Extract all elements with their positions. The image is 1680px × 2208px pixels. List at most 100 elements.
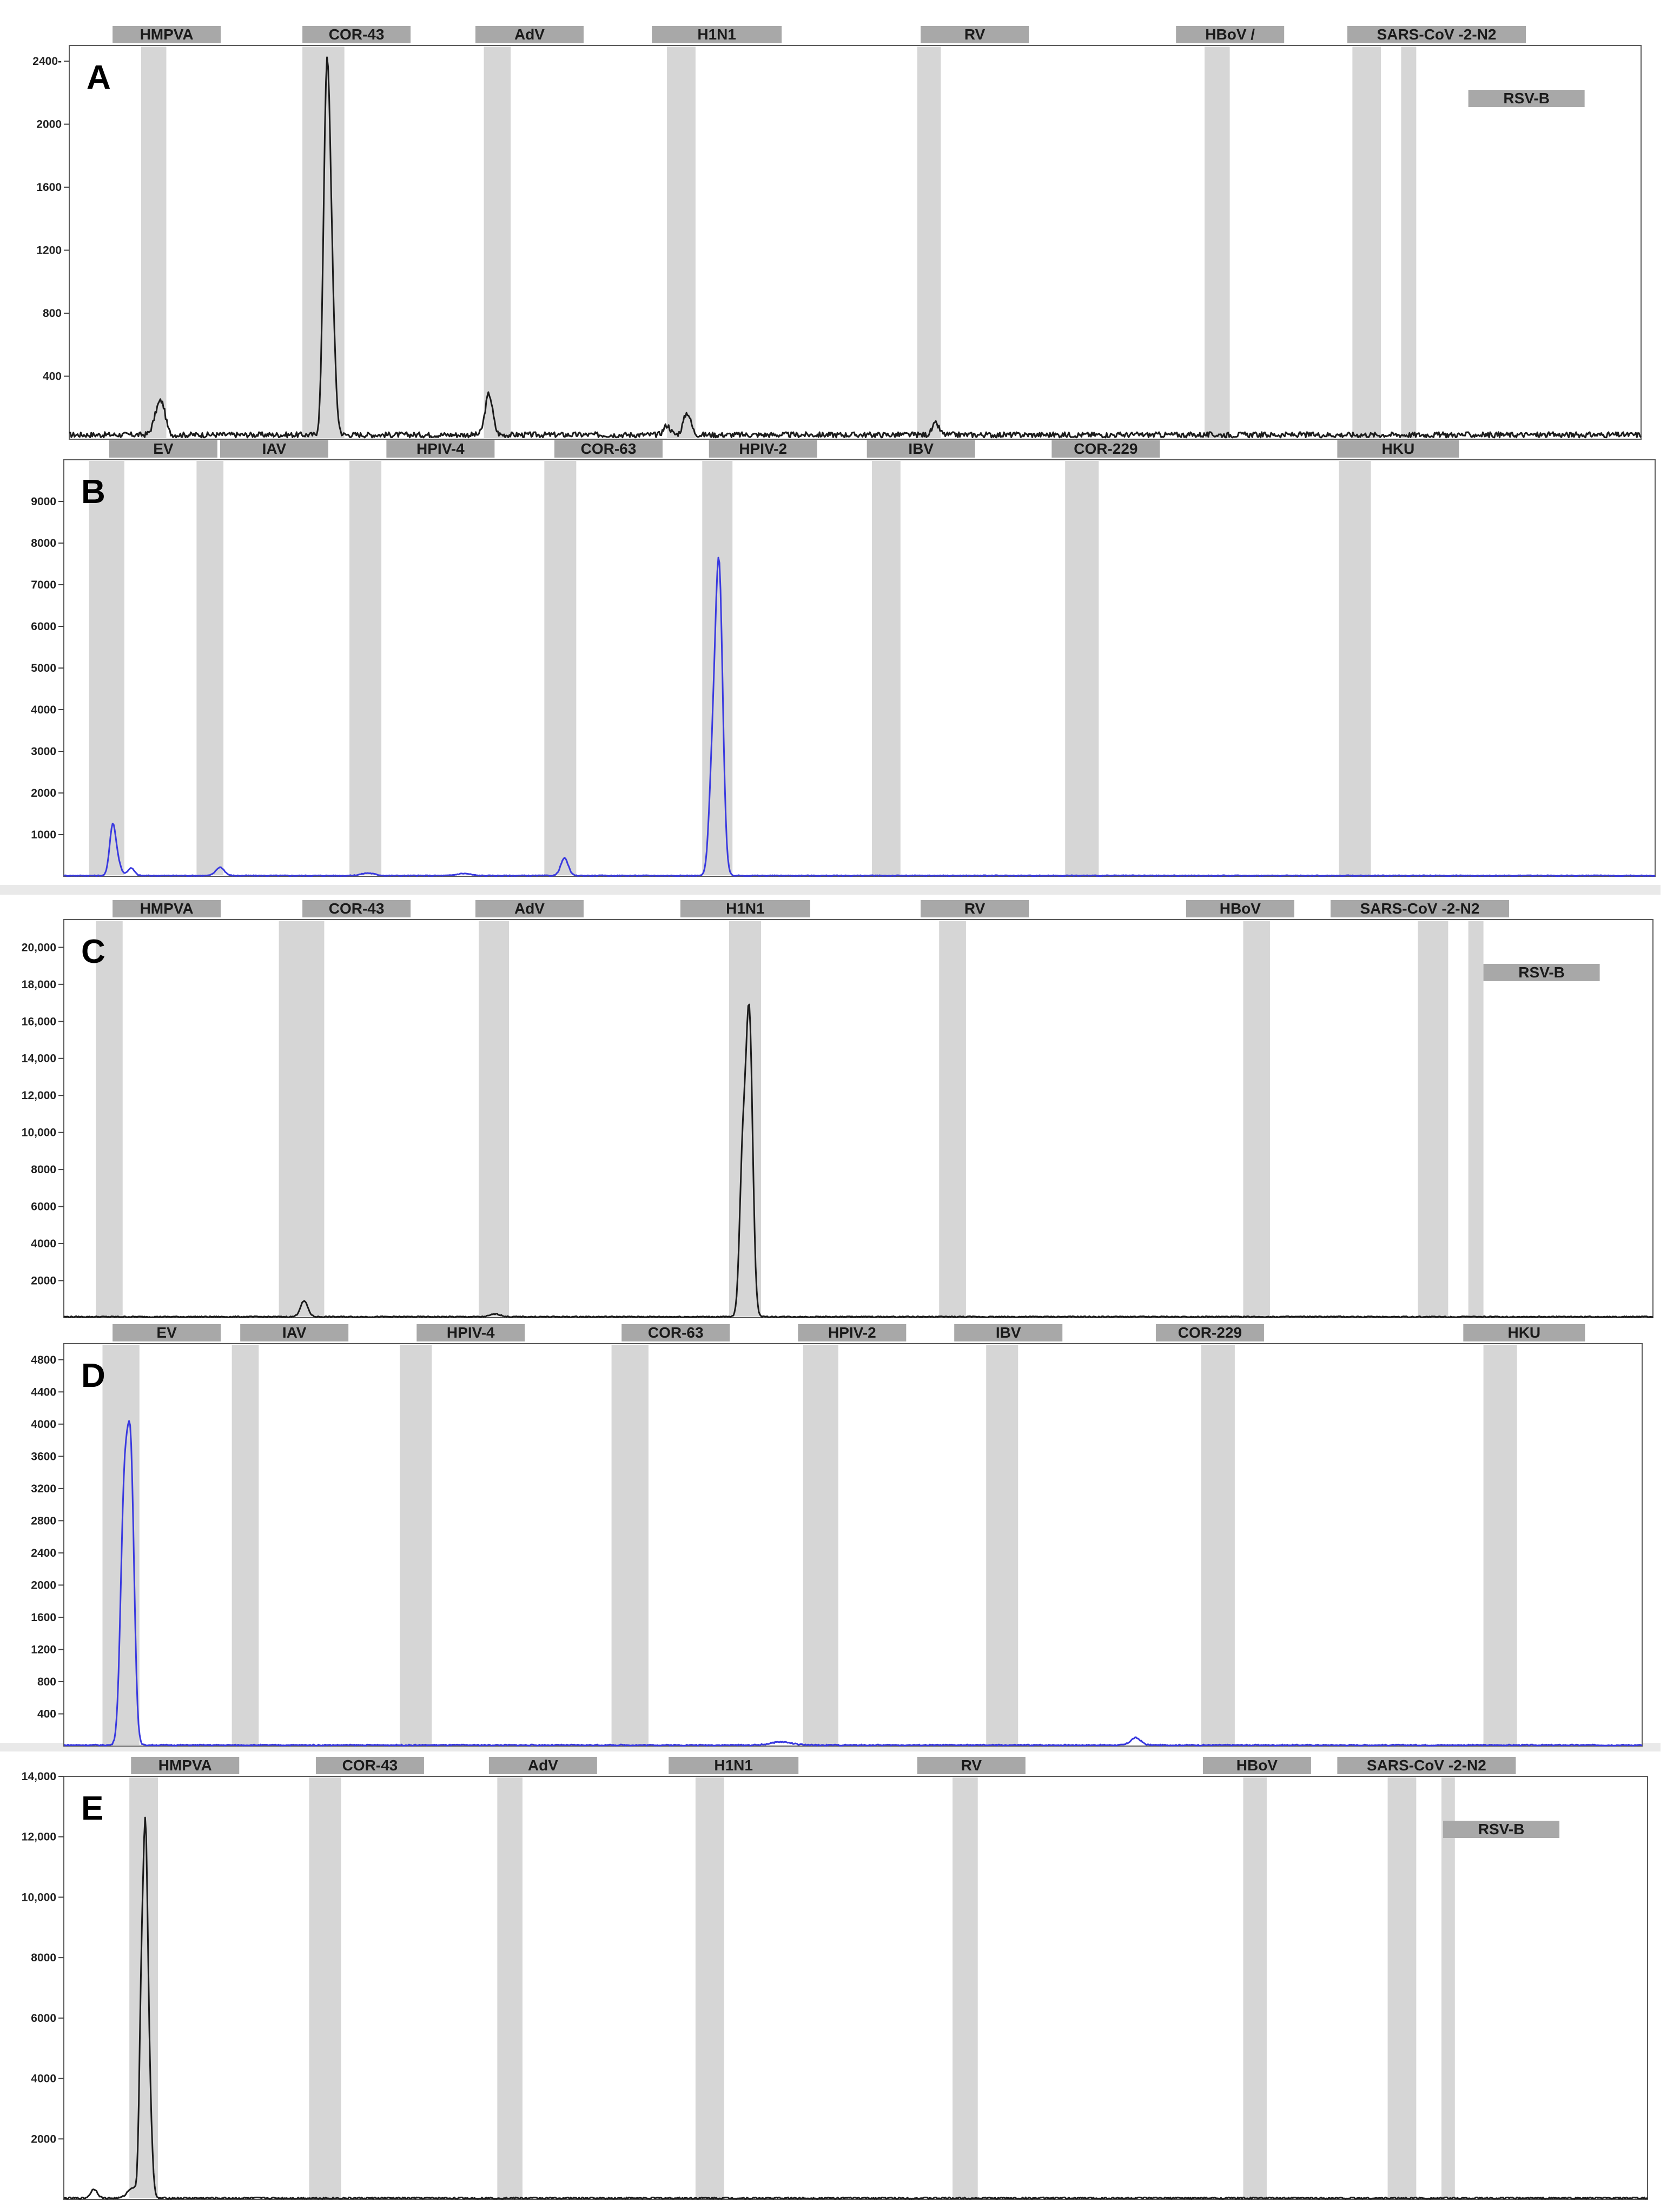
bin-label-box <box>621 1324 730 1341</box>
bin-label-adv: AdV <box>488 1757 597 1774</box>
trace-line <box>69 56 1642 439</box>
panel-d: EV IAV HPIV-4 COR-63 HPIV-2 IBV COR-229 HKU 400 8… <box>31 1324 1643 1747</box>
bin-sars-cov-2-n2 <box>1418 921 1448 1317</box>
bin-label-box <box>917 1757 1026 1774</box>
bin-cor-63 <box>611 1345 649 1745</box>
bin-label-sars-cov-2-n2: SARS-CoV -2-N2 <box>1337 1757 1516 1774</box>
panel-e: HMPVA COR-43 AdV H1N1 RV HBoV SARS-CoV -2-N2 RS… <box>22 1757 1648 2200</box>
bin-label-box <box>113 1324 221 1341</box>
bin-label-box <box>302 26 411 43</box>
bin-label-text: HBoV / <box>1205 26 1255 43</box>
bin-label-box <box>652 26 782 43</box>
bin-label-hku: HKU <box>1337 440 1459 458</box>
ytick-label: 1000 <box>31 829 56 841</box>
ytick-label: 6000 <box>31 1201 56 1213</box>
bin-label-box <box>1483 964 1600 981</box>
bin-label-box <box>1330 900 1509 917</box>
bin-hpiv-4 <box>349 461 382 875</box>
ytick-label: 4000 <box>31 704 56 716</box>
panel-letter: E <box>81 1790 103 1827</box>
bin-label-cor-63: COR-63 <box>554 440 663 458</box>
ytick-label: 400 <box>37 1708 56 1720</box>
bin-label-text: EV <box>153 440 174 457</box>
bin-cor-229 <box>1201 1345 1235 1745</box>
bin-label-h1n1: H1N1 <box>680 900 810 917</box>
bin-h1n1 <box>667 47 696 438</box>
ytick-label: 4400 <box>31 1386 56 1398</box>
bin-hbov <box>1243 921 1271 1317</box>
bin-label-text: HPIV-4 <box>416 440 465 457</box>
panel-a: HMPVA COR-43 AdV H1N1 RV HBoV / SARS-CoV -2-N2… <box>32 26 1642 440</box>
ytick-label: 6000 <box>31 620 56 633</box>
bin-hpiv-2 <box>803 1345 838 1745</box>
bin-ibv <box>986 1345 1018 1745</box>
bin-label-text: HMPVA <box>158 1757 212 1774</box>
bin-label-text: COR-43 <box>342 1757 398 1774</box>
bin-sars-cov-2-n2 <box>1352 47 1381 438</box>
bin-label-rsv-b: RSV-B <box>1443 1821 1560 1838</box>
bin-label-ev: EV <box>109 440 217 458</box>
trace-line <box>63 1003 1653 1318</box>
bin-label-text: RV <box>964 900 985 917</box>
bin-label-box <box>1176 26 1285 43</box>
ytick-label: 4000 <box>31 2073 56 2085</box>
bin-rsv-b <box>1441 1777 1455 2198</box>
ytick-label: 2000 <box>31 2133 56 2145</box>
bin-label-text: HMPVA <box>140 26 194 43</box>
bin-hpiv-4 <box>400 1345 432 1745</box>
bin-label-text: COR-63 <box>648 1324 704 1341</box>
bin-label-box <box>113 26 221 43</box>
bin-sars-cov-2-n2 <box>1387 1777 1417 2198</box>
ytick-label: 8000 <box>31 537 56 550</box>
ytick-label: 800 <box>43 307 62 320</box>
bin-label-text: HPIV-4 <box>447 1324 495 1341</box>
bin-label-box <box>1051 440 1160 458</box>
ytick-label: 2800 <box>31 1515 56 1527</box>
ytick-label: 800 <box>37 1676 56 1688</box>
scan-separator-bc <box>0 885 1661 895</box>
ytick-label: 2000 <box>31 1275 56 1287</box>
ytick-label: 1200 <box>36 244 62 257</box>
bin-label-sars-cov-2-n2: SARS-CoV -2-N2 <box>1347 26 1526 43</box>
ytick-label: 3000 <box>31 745 56 758</box>
bin-label-iav: IAV <box>240 1324 349 1341</box>
ytick-label: 10,000 <box>22 1891 56 1903</box>
bin-label-cor-229: COR-229 <box>1051 440 1160 458</box>
ytick-label: 4000 <box>31 1418 56 1431</box>
bin-label-box <box>220 440 328 458</box>
bin-label-cor-63: COR-63 <box>621 1324 730 1341</box>
ytick-label: 2000 <box>31 787 56 799</box>
bin-rsv-b <box>1468 921 1484 1317</box>
ytick-label: 16,000 <box>22 1015 56 1028</box>
bin-label-box <box>113 900 221 917</box>
bin-label-sars-cov-2-n2: SARS-CoV -2-N2 <box>1330 900 1509 917</box>
trace-line <box>63 1816 1648 2200</box>
bin-label-box <box>1463 1324 1585 1341</box>
bin-label-text: SARS-CoV -2-N2 <box>1377 26 1497 43</box>
bin-label-text: IAV <box>262 440 287 457</box>
bin-adv <box>497 1777 522 2198</box>
ytick-label: 8000 <box>31 1952 56 1964</box>
bin-label-text: COR-43 <box>329 900 385 917</box>
bin-label-text: HPIV-2 <box>828 1324 876 1341</box>
panels-group: HMPVA COR-43 AdV H1N1 RV HBoV / SARS-CoV -2-N2… <box>22 26 1656 2200</box>
bin-label-hmpva: HMPVA <box>113 26 221 43</box>
bin-label-text: COR-229 <box>1178 1324 1242 1341</box>
bin-label-cor-43: COR-43 <box>315 1757 424 1774</box>
bin-label-hbov: HBoV / <box>1176 26 1285 43</box>
bin-label-box <box>475 900 584 917</box>
bin-rv <box>953 1777 978 2198</box>
bin-label-rsv-b: RSV-B <box>1468 90 1585 107</box>
bin-label-text: IBV <box>996 1324 1021 1341</box>
bin-label-box <box>1186 900 1294 917</box>
bin-label-box <box>1468 90 1585 107</box>
bin-label-hpiv-2: HPIV-2 <box>798 1324 907 1341</box>
bin-label-text: HKU <box>1382 440 1415 457</box>
ytick-label: 14,000 <box>22 1053 56 1065</box>
bin-label-text: AdV <box>528 1757 558 1774</box>
bin-label-box <box>709 440 817 458</box>
bin-label-box <box>669 1757 799 1774</box>
trace-line <box>63 557 1656 877</box>
bin-label-iav: IAV <box>220 440 328 458</box>
bin-hku <box>1483 1345 1517 1745</box>
